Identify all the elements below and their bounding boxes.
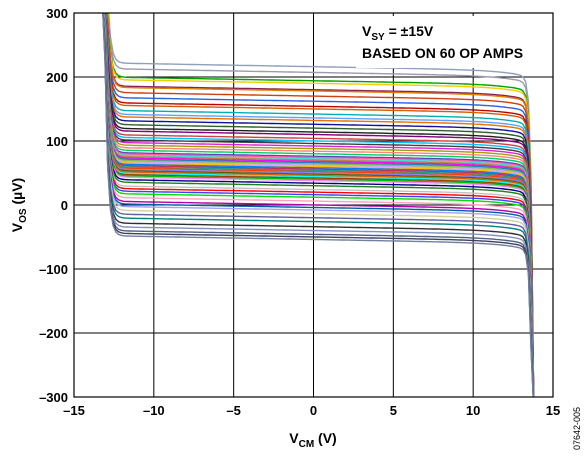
y-tick-label: –100 <box>39 262 68 277</box>
series-line <box>107 13 535 397</box>
y-axis-title: VOS (µV) <box>9 178 29 232</box>
series-line <box>104 13 535 397</box>
series-line <box>104 13 535 397</box>
series-line <box>102 13 535 397</box>
series-line <box>104 13 535 397</box>
series-line <box>105 13 535 397</box>
series-line <box>104 13 535 397</box>
x-tick-label: 0 <box>310 403 317 418</box>
series-line <box>104 13 535 397</box>
series-line <box>104 13 535 397</box>
series-line <box>105 13 535 397</box>
series-line <box>103 13 535 397</box>
x-tick-labels: –15 –10 –5 0 5 10 15 <box>63 403 560 418</box>
series-line <box>104 13 535 397</box>
series-line <box>104 13 535 397</box>
series-line <box>104 13 535 397</box>
annotation-sample-size: BASED ON 60 OP AMPS <box>362 45 523 61</box>
series-line <box>104 13 535 397</box>
series-line <box>104 13 535 397</box>
series-line <box>102 13 534 397</box>
series-line <box>103 13 535 397</box>
y-tick-label: –300 <box>39 390 68 405</box>
series-line <box>104 13 535 397</box>
plot-frame <box>73 12 554 398</box>
x-tick-label: –15 <box>63 403 85 418</box>
series-line <box>104 13 535 397</box>
series-line <box>106 13 535 397</box>
series-line <box>104 13 535 397</box>
x-axis-title: VCM (V) <box>289 430 336 450</box>
series-line <box>102 13 534 397</box>
y-tick-label: 0 <box>61 198 68 213</box>
curves <box>102 13 535 397</box>
y-tick-label: 200 <box>46 70 68 85</box>
y-tick-label: –200 <box>39 326 68 341</box>
series-line <box>102 13 534 397</box>
series-line <box>104 13 535 397</box>
series-line <box>102 13 535 397</box>
series-line <box>104 13 535 397</box>
series-line <box>104 13 535 397</box>
series-line <box>104 13 535 397</box>
series-line <box>103 13 535 397</box>
series-line <box>104 13 535 397</box>
series-line <box>102 13 534 397</box>
series-line <box>102 13 535 397</box>
series-line <box>105 13 535 397</box>
series-line <box>102 13 535 397</box>
series-line <box>104 13 535 397</box>
series-line <box>107 13 535 397</box>
x-tick-label: 5 <box>390 403 397 418</box>
series-line <box>104 13 535 397</box>
series-line <box>104 13 535 397</box>
series-line <box>104 13 535 397</box>
series-line <box>104 13 535 397</box>
series-line <box>104 13 535 397</box>
series-line <box>107 13 535 397</box>
series-line <box>102 13 535 397</box>
series-line <box>104 13 535 397</box>
x-tick-label: 15 <box>546 403 560 418</box>
series-line <box>104 13 535 397</box>
y-tick-label: 300 <box>46 6 68 21</box>
series-line <box>104 13 535 397</box>
x-tick-label: –5 <box>226 403 240 418</box>
figure-id: 07642-005 <box>572 407 582 450</box>
annotation-box <box>356 16 551 68</box>
series-line <box>104 13 535 397</box>
series-line <box>102 13 535 397</box>
y-tick-label: 100 <box>46 134 68 149</box>
x-tick-label: 10 <box>466 403 480 418</box>
series-line <box>104 13 535 397</box>
series-line <box>104 13 535 397</box>
series-line <box>105 13 535 397</box>
series-line <box>104 13 535 397</box>
y-tick-labels: 300 200 100 0 –100 –200 –300 <box>39 6 68 405</box>
series-line <box>104 13 535 397</box>
series-line <box>105 13 535 397</box>
series-line <box>105 13 535 397</box>
series-line <box>106 13 535 397</box>
series-line <box>104 13 535 397</box>
series-line <box>107 13 535 397</box>
x-tick-label: –10 <box>143 403 165 418</box>
series-line <box>102 13 535 397</box>
series-line <box>105 13 535 397</box>
annotation-supply: VSY = ±15V <box>362 23 434 43</box>
series-line <box>104 13 535 397</box>
